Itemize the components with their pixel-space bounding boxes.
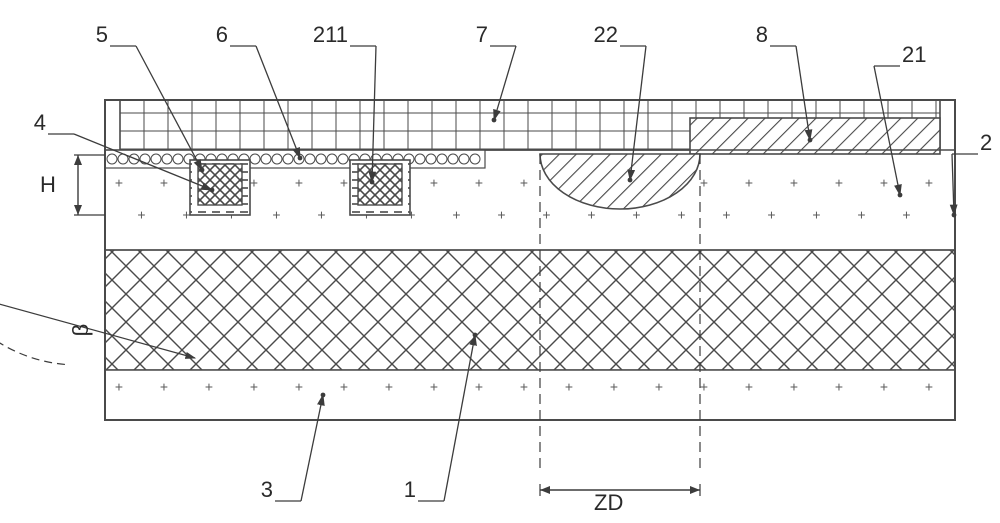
svg-text:+: + — [880, 175, 888, 191]
svg-text:+: + — [317, 207, 325, 223]
svg-text:+: + — [475, 175, 483, 191]
svg-text:+: + — [205, 379, 213, 395]
svg-text:+: + — [340, 379, 348, 395]
svg-text:+: + — [250, 379, 258, 395]
svg-text:+: + — [295, 175, 303, 191]
beta-arc — [0, 290, 65, 364]
svg-text:+: + — [565, 379, 573, 395]
svg-text:+: + — [655, 379, 663, 395]
svg-text:+: + — [160, 379, 168, 395]
embedded-box — [350, 160, 410, 215]
svg-text:+: + — [812, 207, 820, 223]
callout-1: 1 — [404, 477, 416, 502]
zd-label: ZD — [594, 490, 623, 515]
svg-text:+: + — [137, 207, 145, 223]
svg-text:+: + — [430, 379, 438, 395]
svg-text:+: + — [475, 379, 483, 395]
svg-text:+: + — [722, 207, 730, 223]
svg-text:+: + — [587, 207, 595, 223]
beta-label: β — [68, 324, 93, 337]
svg-text:+: + — [790, 379, 798, 395]
svg-text:+: + — [520, 379, 528, 395]
plus-layer: + + + + + + + + + + + + + + + + + + + — [105, 370, 955, 420]
callout-7: 7 — [476, 22, 488, 47]
svg-text:+: + — [542, 207, 550, 223]
diagram-body: ++++++++++++++++++++++++++++++++++++++++… — [105, 95, 955, 420]
callout-211: 211 — [313, 22, 348, 47]
svg-text:+: + — [250, 175, 258, 191]
hatched-slab — [690, 118, 940, 154]
callout-3: 3 — [261, 477, 273, 502]
svg-text:+: + — [520, 175, 528, 191]
svg-text:+: + — [115, 379, 123, 395]
svg-text:+: + — [925, 175, 933, 191]
svg-text:+: + — [497, 207, 505, 223]
svg-text:+: + — [700, 175, 708, 191]
svg-text:+: + — [857, 207, 865, 223]
crosshatch-layer — [105, 250, 955, 370]
svg-text:+: + — [677, 207, 685, 223]
svg-text:+: + — [880, 379, 888, 395]
callout-2: 2 — [980, 130, 992, 155]
svg-text:+: + — [790, 175, 798, 191]
svg-text:+: + — [385, 379, 393, 395]
svg-text:+: + — [430, 175, 438, 191]
svg-text:+: + — [272, 207, 280, 223]
svg-text:+: + — [925, 379, 933, 395]
svg-text:+: + — [452, 207, 460, 223]
svg-text:+: + — [835, 175, 843, 191]
callout-5: 5 — [96, 22, 108, 47]
svg-text:+: + — [115, 175, 123, 191]
svg-text:+: + — [902, 207, 910, 223]
svg-text:+: + — [295, 379, 303, 395]
embedded-box — [190, 160, 250, 215]
dim-h-label: H — [40, 172, 56, 197]
callout-4: 4 — [34, 110, 46, 135]
svg-text:+: + — [700, 379, 708, 395]
svg-text:+: + — [745, 379, 753, 395]
svg-text:+: + — [610, 379, 618, 395]
callout-6: 6 — [216, 22, 228, 47]
callout-8: 8 — [756, 22, 768, 47]
svg-text:+: + — [745, 175, 753, 191]
svg-text:+: + — [767, 207, 775, 223]
svg-text:+: + — [835, 379, 843, 395]
svg-text:+: + — [340, 175, 348, 191]
callout-22: 22 — [594, 22, 618, 47]
hex-strip — [105, 150, 485, 168]
callout-21: 21 — [902, 42, 926, 67]
svg-text:+: + — [160, 175, 168, 191]
